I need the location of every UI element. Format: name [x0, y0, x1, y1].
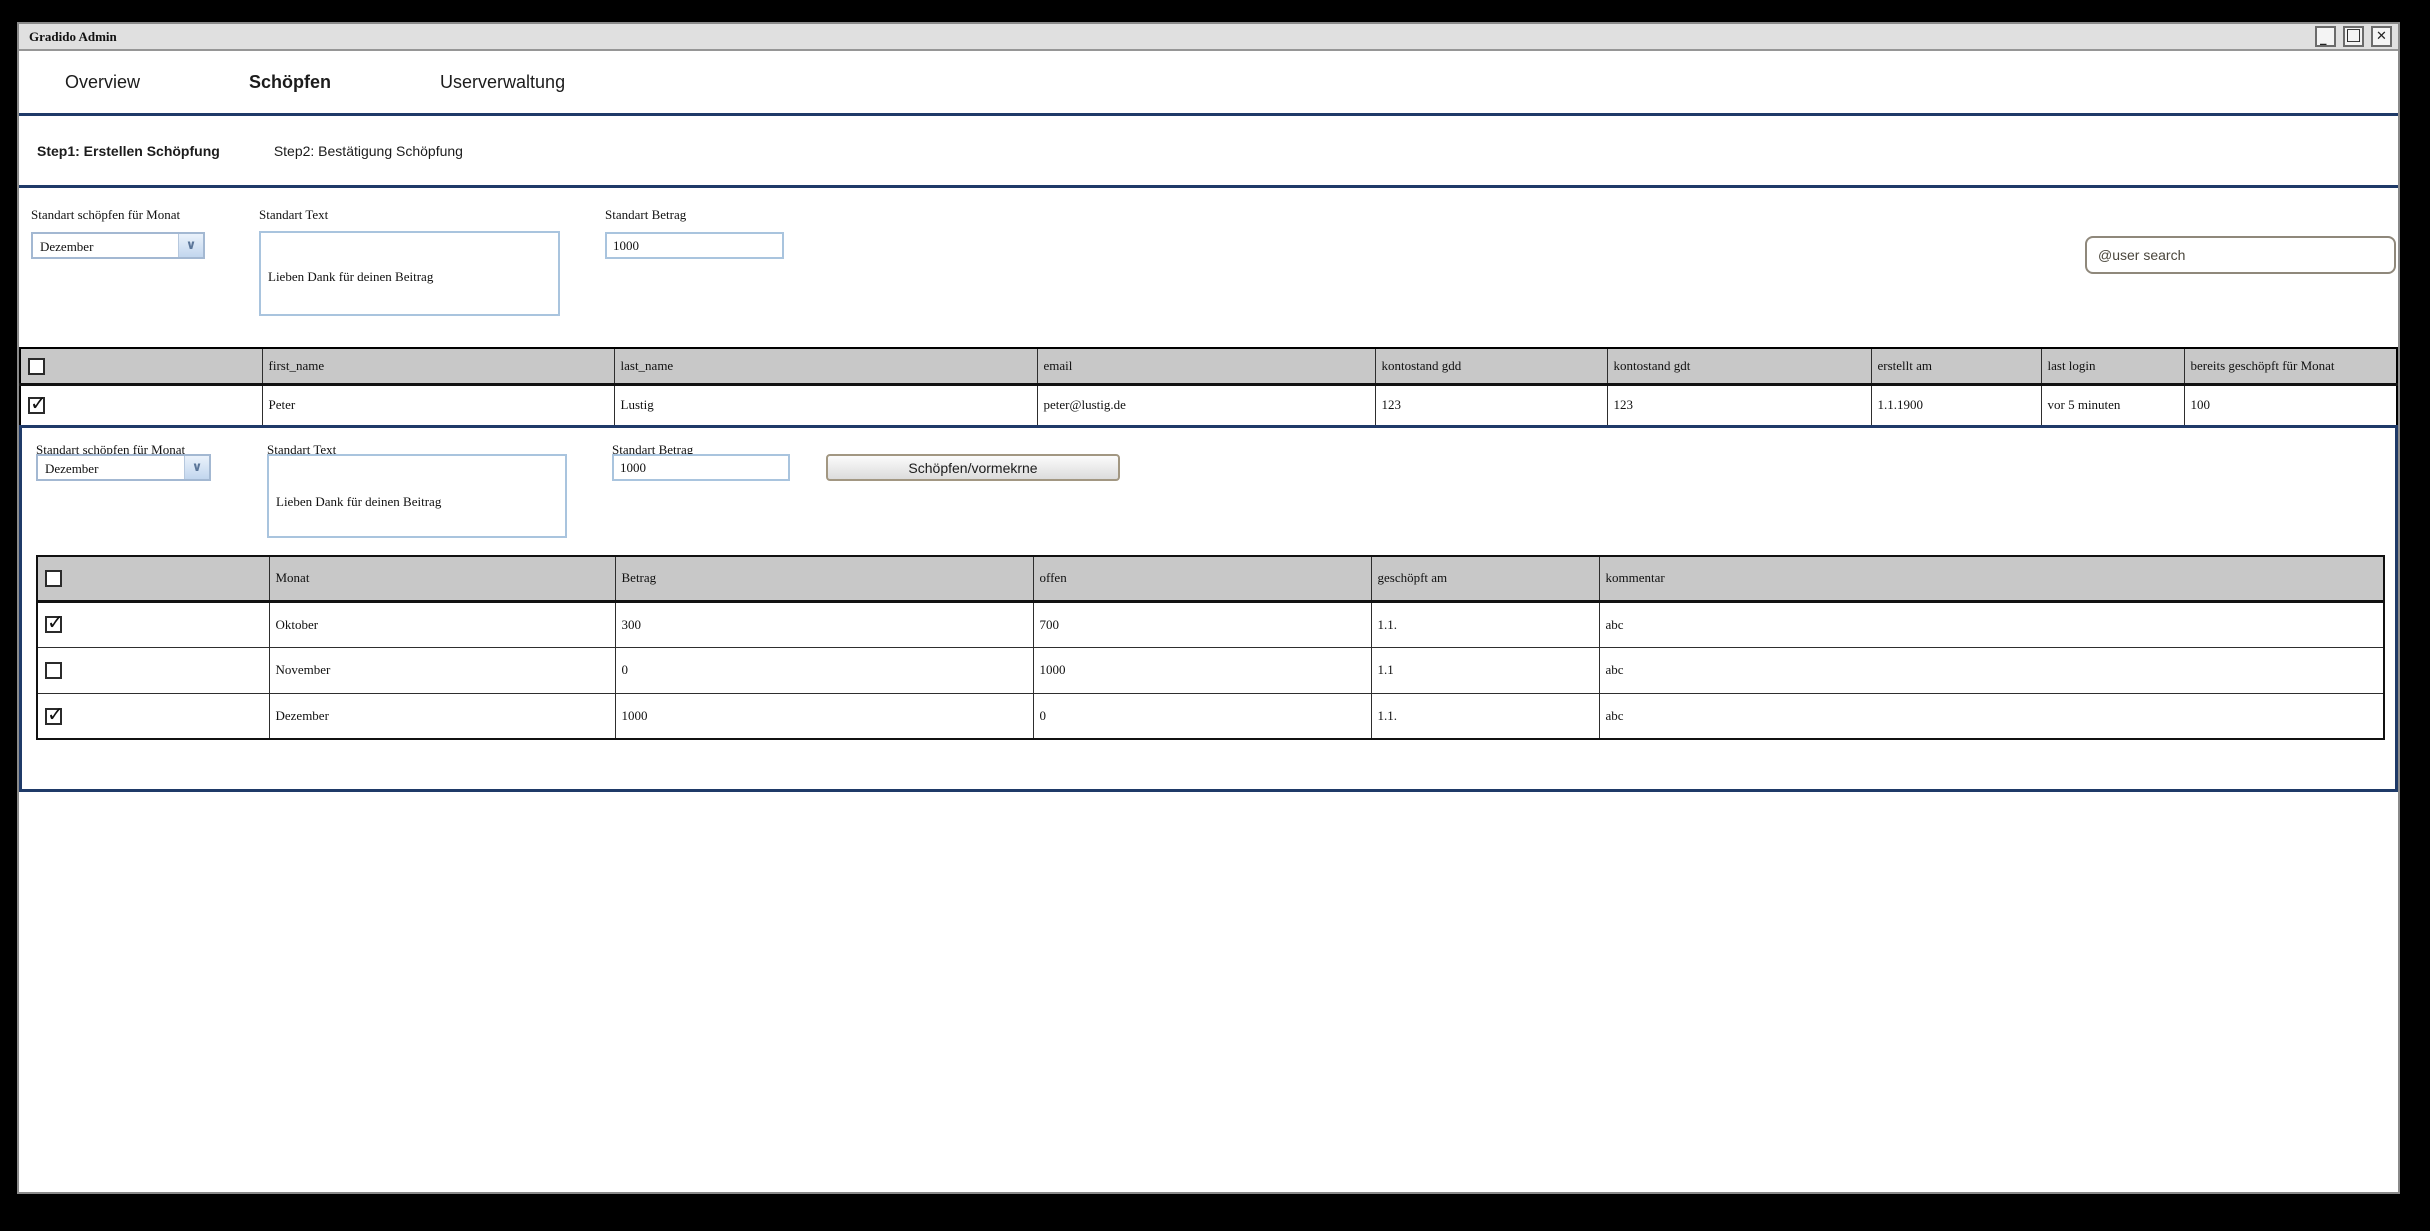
cell-betrag: 1000	[614, 692, 1034, 740]
panel-month-select[interactable]: Dezember ∨	[36, 454, 211, 481]
user-detail-panel: Standart schöpfen für Monat Dezember ∨ S…	[19, 425, 2398, 792]
maximize-icon: □	[2345, 25, 2362, 45]
col-monat: Monat	[268, 555, 616, 603]
panel-amount-input[interactable]	[612, 454, 790, 481]
col-email: email	[1036, 347, 1376, 386]
tab-step2[interactable]: Step2: Bestätigung Schöpfung	[273, 142, 463, 159]
minimize-button[interactable]: _	[2315, 26, 2336, 47]
cell-kommentar: abc	[1598, 646, 2385, 694]
cell-kontostand-gdd: 123	[1374, 383, 1608, 426]
col-kontostand-gdt: kontostand gdt	[1606, 347, 1872, 386]
month-row-november[interactable]: ✓ November 0 1000 1.1 abc	[36, 646, 2385, 694]
main-nav: Overview Schöpfen Userverwaltung	[19, 51, 2398, 113]
col-bereits-geschoepft: bereits geschöpft für Monat	[2183, 347, 2398, 386]
cell-erstellt-am: 1.1.1900	[1870, 383, 2042, 426]
close-icon: ✕	[2376, 29, 2387, 44]
month-row-dezember[interactable]: ✓ Dezember 1000 0 1.1. abc	[36, 692, 2385, 740]
panel-amount-label: Standart Betrag	[612, 442, 694, 457]
check-icon: ✓	[47, 701, 64, 726]
months-table: ✓ Monat Betrag offen geschöpft am kommen…	[36, 555, 2385, 740]
standard-text-area[interactable]	[259, 231, 560, 316]
cell-monat: Oktober	[268, 600, 616, 648]
cell-monat: Dezember	[268, 692, 616, 740]
nav-item-userverwaltung[interactable]: Userverwaltung	[440, 71, 566, 92]
check-icon: ✓	[30, 390, 47, 415]
divider	[19, 113, 2398, 116]
col-erstellt-am: erstellt am	[1870, 347, 2042, 386]
cell-offen: 1000	[1032, 646, 1372, 694]
users-table: ✓ first_name last_name email kontostand …	[19, 347, 2398, 426]
col-first-name: first_name	[261, 347, 615, 386]
panel-standard-text-area[interactable]	[267, 454, 567, 538]
cell-monat: November	[268, 646, 616, 694]
standard-text-label: Standart Text	[259, 207, 329, 222]
amount-label: Standart Betrag	[605, 207, 687, 222]
cell-kommentar: abc	[1598, 692, 2385, 740]
month-row-checkbox[interactable]: ✓	[45, 610, 64, 634]
col-last-login: last login	[2040, 347, 2185, 386]
cell-geschoepft-am: 1.1.	[1370, 600, 1600, 648]
month-row-checkbox[interactable]: ✓	[45, 661, 62, 679]
cell-geschoepft-am: 1.1	[1370, 646, 1600, 694]
cell-last-login: vor 5 minuten	[2040, 383, 2185, 426]
panel-month-label: Standart schöpfen für Monat	[36, 442, 186, 457]
check-icon: ✓	[47, 610, 64, 635]
panel-standard-text-label: Standart Text	[267, 442, 337, 457]
user-row-checkbox[interactable]: ✓	[28, 391, 47, 415]
month-select[interactable]: Dezember ∨	[31, 232, 205, 259]
select-all-checkbox[interactable]: ✓	[28, 357, 45, 375]
month-label: Standart schöpfen für Monat	[31, 207, 181, 222]
cell-offen: 700	[1032, 600, 1372, 648]
months-select-all-checkbox[interactable]: ✓	[45, 570, 62, 587]
month-row-checkbox[interactable]: ✓	[45, 702, 64, 726]
nav-item-overview[interactable]: Overview	[65, 71, 141, 92]
close-button[interactable]: ✕	[2371, 26, 2392, 47]
user-row[interactable]: ✓ Peter Lustig peter@lustig.de 123 123 1…	[19, 383, 2398, 426]
cell-first-name: Peter	[261, 383, 615, 426]
col-betrag: Betrag	[614, 555, 1034, 603]
amount-input[interactable]	[605, 232, 784, 259]
minimize-icon: _	[2320, 31, 2327, 46]
cell-kommentar: abc	[1598, 600, 2385, 648]
cell-bereits-geschoepft: 100	[2183, 383, 2398, 426]
window-titlebar[interactable]: Gradido Admin _ □ ✕	[19, 24, 2398, 51]
cell-offen: 0	[1032, 692, 1372, 740]
cell-betrag: 0	[614, 646, 1034, 694]
tab-step1[interactable]: Step1: Erstellen Schöpfung	[37, 142, 220, 159]
col-kontostand-gdd: kontostand gdd	[1374, 347, 1608, 386]
cell-betrag: 300	[614, 600, 1034, 648]
step-tabs: Step1: Erstellen Schöpfung Step2: Bestät…	[19, 116, 2398, 185]
months-table-header-row: ✓ Monat Betrag offen geschöpft am kommen…	[36, 555, 2385, 603]
col-offen: offen	[1032, 555, 1372, 603]
user-search-input[interactable]	[2085, 236, 2396, 274]
nav-item-schoepfen[interactable]: Schöpfen	[249, 71, 332, 92]
window-controls: _ □ ✕	[2315, 26, 2392, 47]
cell-kontostand-gdt: 123	[1606, 383, 1872, 426]
col-last-name: last_name	[613, 347, 1038, 386]
select-arrow-box[interactable]: ∨	[184, 456, 209, 479]
window-title: Gradido Admin	[29, 28, 117, 44]
schoepfen-vormerken-button[interactable]: Schöpfen/vormekrne	[826, 454, 1120, 481]
col-kommentar: kommentar	[1598, 555, 2385, 603]
panel-month-select-value: Dezember	[45, 461, 99, 476]
divider	[19, 185, 2398, 188]
cell-geschoepft-am: 1.1.	[1370, 692, 1600, 740]
cell-email: peter@lustig.de	[1036, 383, 1376, 426]
month-row-oktober[interactable]: ✓ Oktober 300 700 1.1. abc	[36, 600, 2385, 648]
users-table-header-row: ✓ first_name last_name email kontostand …	[19, 347, 2398, 386]
cell-last-name: Lustig	[613, 383, 1038, 426]
chevron-down-icon: ∨	[191, 460, 203, 475]
chevron-down-icon: ∨	[185, 238, 197, 253]
maximize-button[interactable]: □	[2343, 26, 2364, 47]
select-arrow-box[interactable]: ∨	[178, 234, 203, 257]
month-select-value: Dezember	[40, 239, 94, 254]
app-window: Gradido Admin _ □ ✕ Overview Schöpfen Us…	[17, 22, 2400, 1194]
col-geschoepft-am: geschöpft am	[1370, 555, 1600, 603]
